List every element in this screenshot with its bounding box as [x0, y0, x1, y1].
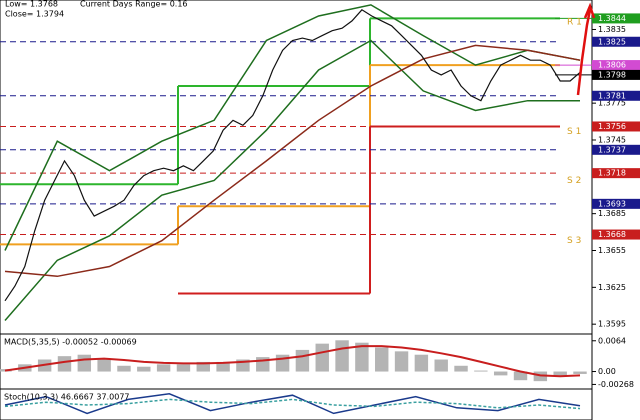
macd-bar — [137, 366, 151, 372]
y-tick-label: 1.3745 — [598, 135, 626, 144]
macd-bar — [295, 349, 310, 372]
stoch-line — [4, 398, 581, 410]
pivot-label: R 1 — [567, 18, 582, 28]
header-text: Low= 1.3768 — [5, 0, 58, 9]
pivot-label: S 2 — [567, 176, 581, 186]
macd-bar — [553, 371, 567, 377]
macd-bar — [216, 361, 230, 372]
level-tag — [592, 229, 640, 240]
y-tick-label: 1.3685 — [598, 209, 626, 218]
y-tick-label: 0.0064 — [598, 336, 626, 345]
macd-bar — [454, 365, 468, 372]
level-label: 1.3737 — [598, 145, 626, 154]
macd-bar — [513, 371, 528, 381]
level-label: 1.3756 — [598, 122, 626, 131]
y-tick-label: 1.3595 — [598, 320, 626, 329]
macd-bar — [315, 343, 329, 372]
level-tag — [592, 121, 640, 132]
macd-signal — [4, 345, 581, 378]
price-line — [4, 39, 580, 321]
macd-bar — [375, 347, 389, 372]
price-line — [4, 9, 581, 302]
y-tick-label: -0.00268 — [598, 380, 634, 389]
macd-bar — [493, 371, 508, 376]
y-tick-label: 1.3775 — [598, 99, 626, 108]
level-tag — [592, 60, 640, 71]
forecast-arrow — [576, 2, 596, 96]
level-tag — [592, 36, 640, 47]
macd-bar — [57, 356, 72, 372]
level-label: 1.3798 — [598, 70, 626, 79]
y-tick-label: 1.3655 — [598, 246, 626, 255]
level-label: 1.3806 — [598, 61, 626, 70]
macd-bar — [474, 370, 488, 372]
level-tag — [592, 144, 640, 155]
price-line — [4, 4, 581, 251]
macd-bar — [434, 359, 448, 372]
price-line — [4, 44, 581, 278]
level-tag — [592, 198, 640, 209]
stoch-label: Stoch(10,3,3) 46.6667 37.0077 — [4, 393, 130, 402]
macd-bar — [77, 354, 92, 372]
level-label: 1.3781 — [598, 91, 626, 100]
y-tick-label: 0.00 — [598, 367, 616, 376]
level-tag — [592, 69, 640, 80]
stoch-line — [4, 393, 581, 415]
pivot-label: S 1 — [567, 127, 581, 137]
level-label: 1.3825 — [598, 37, 626, 46]
macd-bar — [176, 364, 191, 372]
level-tag — [592, 90, 640, 101]
macd-bar — [355, 342, 369, 372]
macd-bar — [97, 359, 111, 372]
macd-bar — [117, 365, 131, 372]
level-label: 1.3668 — [598, 230, 626, 239]
pivot-label: S 3 — [567, 236, 581, 246]
macd-bar — [414, 354, 429, 372]
macd-label: MACD(5,35,5) -0.00052 -0.00069 — [4, 338, 137, 347]
macd-bar — [335, 340, 349, 372]
level-tag — [592, 168, 640, 179]
macd-bar — [573, 371, 587, 374]
macd-bar — [156, 364, 171, 372]
level-label: 1.3844 — [598, 14, 626, 23]
y-tick-label: 1.3625 — [598, 283, 626, 292]
macd-bar — [394, 351, 409, 372]
level-label: 1.3718 — [598, 169, 626, 178]
level-label: 1.3693 — [598, 199, 626, 208]
macd-bar — [196, 361, 210, 372]
y-tick-label: 1.3835 — [598, 25, 626, 34]
level-tag — [592, 13, 640, 24]
header-text: Close= 1.3794 — [5, 10, 64, 19]
header-text: Current Days Range= 0.16 — [80, 0, 188, 9]
